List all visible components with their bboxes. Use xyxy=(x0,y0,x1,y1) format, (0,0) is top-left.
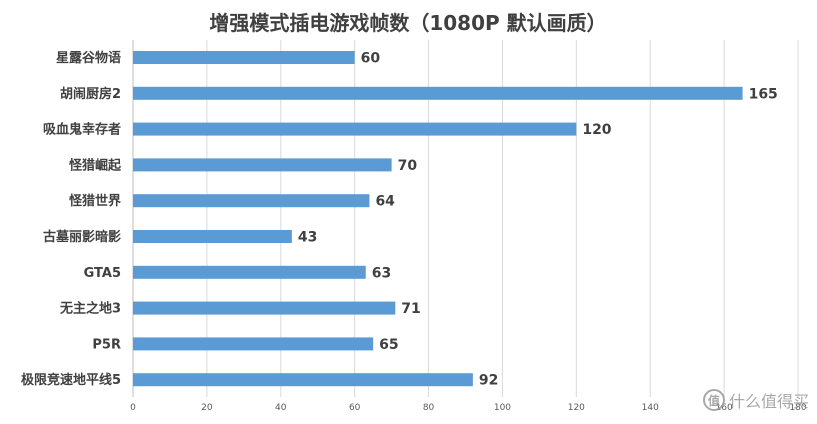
data-label: 60 xyxy=(361,51,381,67)
category-label: 吸血鬼幸存者 xyxy=(43,122,121,138)
category-label: 星露谷物语 xyxy=(56,50,121,66)
x-tick-label: 180 xyxy=(789,403,806,413)
bars xyxy=(133,51,743,387)
category-label: 古墓丽影暗影 xyxy=(43,229,121,245)
x-tick-label: 120 xyxy=(568,403,585,413)
data-label: 70 xyxy=(398,158,418,174)
x-tick-label: 40 xyxy=(275,403,287,413)
bar xyxy=(133,51,355,64)
x-tick-label: 0 xyxy=(130,403,136,413)
bar xyxy=(133,194,370,208)
watermark: 值 什么值得买 xyxy=(702,388,809,412)
x-tick-label: 80 xyxy=(423,403,435,413)
bar xyxy=(133,158,392,172)
x-tick-label: 100 xyxy=(494,403,511,413)
data-label: 65 xyxy=(379,337,398,353)
x-tick-label: 20 xyxy=(201,403,213,413)
data-label: 71 xyxy=(401,301,420,317)
category-label: 无主之地3 xyxy=(59,301,121,317)
x-tick-label: 60 xyxy=(349,403,361,413)
category-label: 怪猎崛起 xyxy=(69,157,122,173)
bar xyxy=(133,230,292,243)
watermark-text: 什么值得买 xyxy=(728,392,809,411)
data-label: 43 xyxy=(298,230,317,246)
data-label: 92 xyxy=(479,373,498,389)
chart-title: 增强模式插电游戏帧数（1080P 默认画质） xyxy=(209,11,606,35)
category-label: 怪猎世界 xyxy=(69,193,121,209)
data-label: 63 xyxy=(372,265,391,281)
bar xyxy=(133,86,743,100)
category-label: 极限竞速地平线5 xyxy=(21,372,121,388)
data-label: 64 xyxy=(375,194,395,210)
data-label: 120 xyxy=(582,122,611,138)
category-label: P5R xyxy=(92,337,121,352)
bar xyxy=(133,265,366,279)
x-tick-label: 160 xyxy=(716,403,733,413)
labels: 0 20 40 60 80 100 120 140 160 180 星露谷物语 60 胡闹厨房2 165 吸… xyxy=(21,50,807,413)
category-label: GTA5 xyxy=(84,266,121,281)
bar xyxy=(133,373,473,387)
category-label: 胡闹厨房2 xyxy=(60,86,121,102)
data-label: 165 xyxy=(749,86,778,102)
bar xyxy=(133,122,577,136)
watermark-logo-icon: 值 xyxy=(702,389,725,411)
bar xyxy=(133,337,374,351)
bar xyxy=(133,301,396,315)
x-tick-label: 140 xyxy=(642,403,659,413)
